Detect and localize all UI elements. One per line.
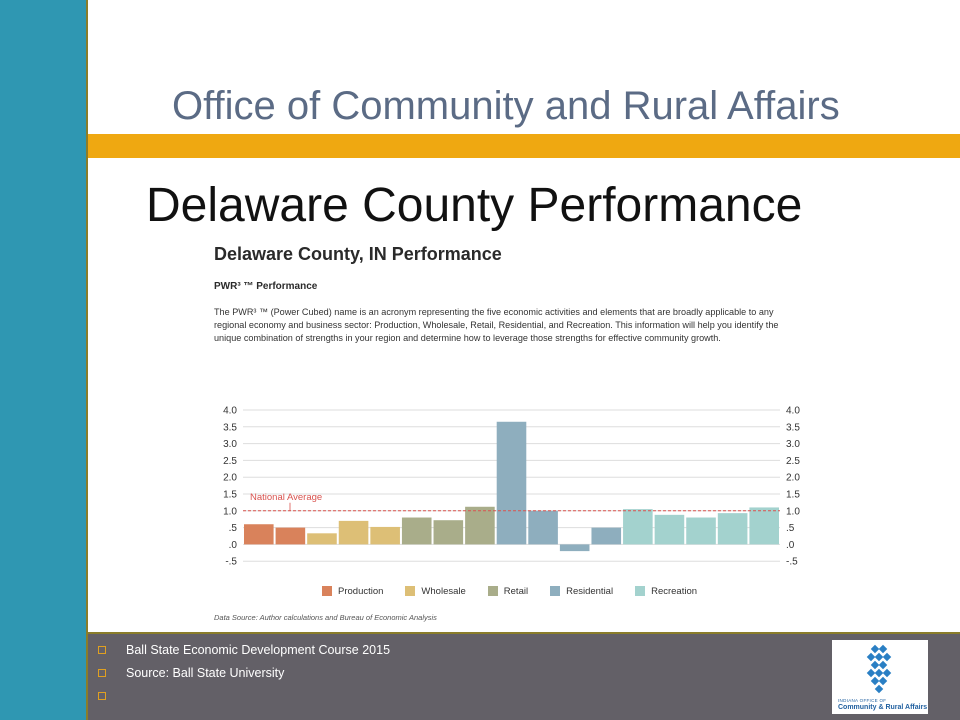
bar-production	[244, 524, 274, 545]
y-tick-label-right: 3.0	[786, 439, 800, 450]
ocra-logo: INDIANA OFFICE OF Community & Rural Affa…	[832, 640, 928, 714]
bar-recreation	[749, 507, 779, 545]
bar-wholesale	[370, 526, 400, 545]
bar-wholesale	[307, 533, 337, 545]
square-bullet-icon	[98, 691, 106, 700]
legend-label: Wholesale	[421, 585, 466, 597]
legend-swatch	[550, 586, 561, 596]
y-tick-label-left: 4.0	[223, 406, 237, 417]
y-tick-label-left: 1.0	[223, 506, 237, 517]
data-source-note: Data Source: Author calculations and Bur…	[214, 613, 437, 622]
report-subtitle: PWR³ ™ Performance	[214, 281, 318, 292]
logo-line-2: Community & Rural Affairs	[838, 704, 928, 711]
report-title: Delaware County, IN Performance	[214, 244, 502, 264]
header-divider	[88, 134, 960, 158]
square-bullet-icon	[98, 668, 106, 677]
y-tick-label-left: 3.5	[223, 422, 237, 433]
bar-recreation	[686, 517, 716, 545]
legend-label: Retail	[503, 585, 529, 597]
chart-legend: Production Wholesale Retail Residential Recr…	[322, 584, 697, 598]
footer-item-text: Ball State Economic Development Course 2…	[126, 642, 391, 657]
y-tick-label-right: 4.0	[786, 406, 800, 417]
legend-label: Production	[338, 585, 384, 597]
y-tick-label-right: 1.5	[786, 490, 800, 501]
y-tick-label-right: 2.5	[786, 456, 800, 467]
legend-item: Retail	[487, 584, 529, 598]
legend-item: Production	[322, 584, 383, 598]
y-tick-label-left: .0	[229, 540, 238, 551]
legend-swatch	[487, 586, 498, 596]
bar-retail	[465, 506, 495, 545]
legend-label: Residential	[566, 585, 614, 597]
bar-residential	[591, 527, 622, 545]
y-tick-label-right: .5	[786, 523, 795, 534]
legend-swatch	[405, 586, 416, 596]
legend-item: Residential	[550, 584, 613, 598]
legend-item: Recreation	[635, 584, 697, 598]
footer: Ball State Economic Development Course 2…	[88, 632, 960, 720]
left-accent-bar	[0, 0, 88, 720]
bar-retail	[433, 520, 464, 545]
y-tick-label-left: 2.5	[223, 456, 237, 467]
legend-swatch	[322, 586, 332, 596]
bar-residential	[496, 421, 527, 545]
national-average-label: National Average	[250, 492, 322, 503]
footer-bullet-item: Source: Ball State University	[98, 661, 390, 684]
footer-bullet-list: Ball State Economic Development Course 2…	[98, 638, 390, 707]
y-tick-label-left: 3.0	[223, 439, 237, 450]
indiana-state-icon	[866, 644, 892, 694]
square-bullet-icon	[98, 645, 106, 654]
legend-swatch	[635, 586, 646, 596]
y-tick-label-right: .0	[786, 540, 795, 551]
bar-recreation	[654, 514, 685, 545]
report-description: The PWR³ ™ (Power Cubed) name is an acro…	[214, 307, 779, 343]
y-tick-label-left: -.5	[225, 557, 237, 568]
bar-recreation	[623, 509, 653, 545]
legend-label: Recreation	[651, 585, 698, 597]
footer-bullet-item: Ball State Economic Development Course 2…	[98, 638, 390, 661]
y-tick-label-right: 1.0	[786, 506, 800, 517]
y-tick-label-right: 3.5	[786, 422, 800, 433]
bar-residential	[559, 544, 590, 552]
bar-production	[275, 527, 306, 545]
y-tick-label-right: -.5	[786, 557, 798, 568]
bar-retail	[401, 517, 432, 545]
performance-bar-chart: 4.0 4.0 3.5 3.5 3.0 3.0 2.5 2.5 2.0 2.0 1.5 1.5 1.0 1…	[223, 406, 800, 568]
y-tick-label-right: 2.0	[786, 473, 800, 484]
bar-residential	[528, 510, 558, 545]
slide-title: Delaware County Performance	[146, 179, 803, 232]
logo-line-1: INDIANA OFFICE OF	[838, 698, 887, 703]
footer-item-text: Source: Ball State University	[126, 665, 285, 680]
bar-wholesale	[338, 520, 369, 545]
legend-item: Wholesale	[405, 584, 466, 598]
y-tick-label-left: 1.5	[223, 490, 237, 501]
bar-recreation	[717, 513, 748, 545]
footer-bullet-item	[98, 684, 390, 707]
y-tick-label-left: 2.0	[223, 473, 237, 484]
y-tick-label-left: .5	[229, 523, 238, 534]
header-title: Office of Community and Rural Affairs	[172, 84, 840, 128]
